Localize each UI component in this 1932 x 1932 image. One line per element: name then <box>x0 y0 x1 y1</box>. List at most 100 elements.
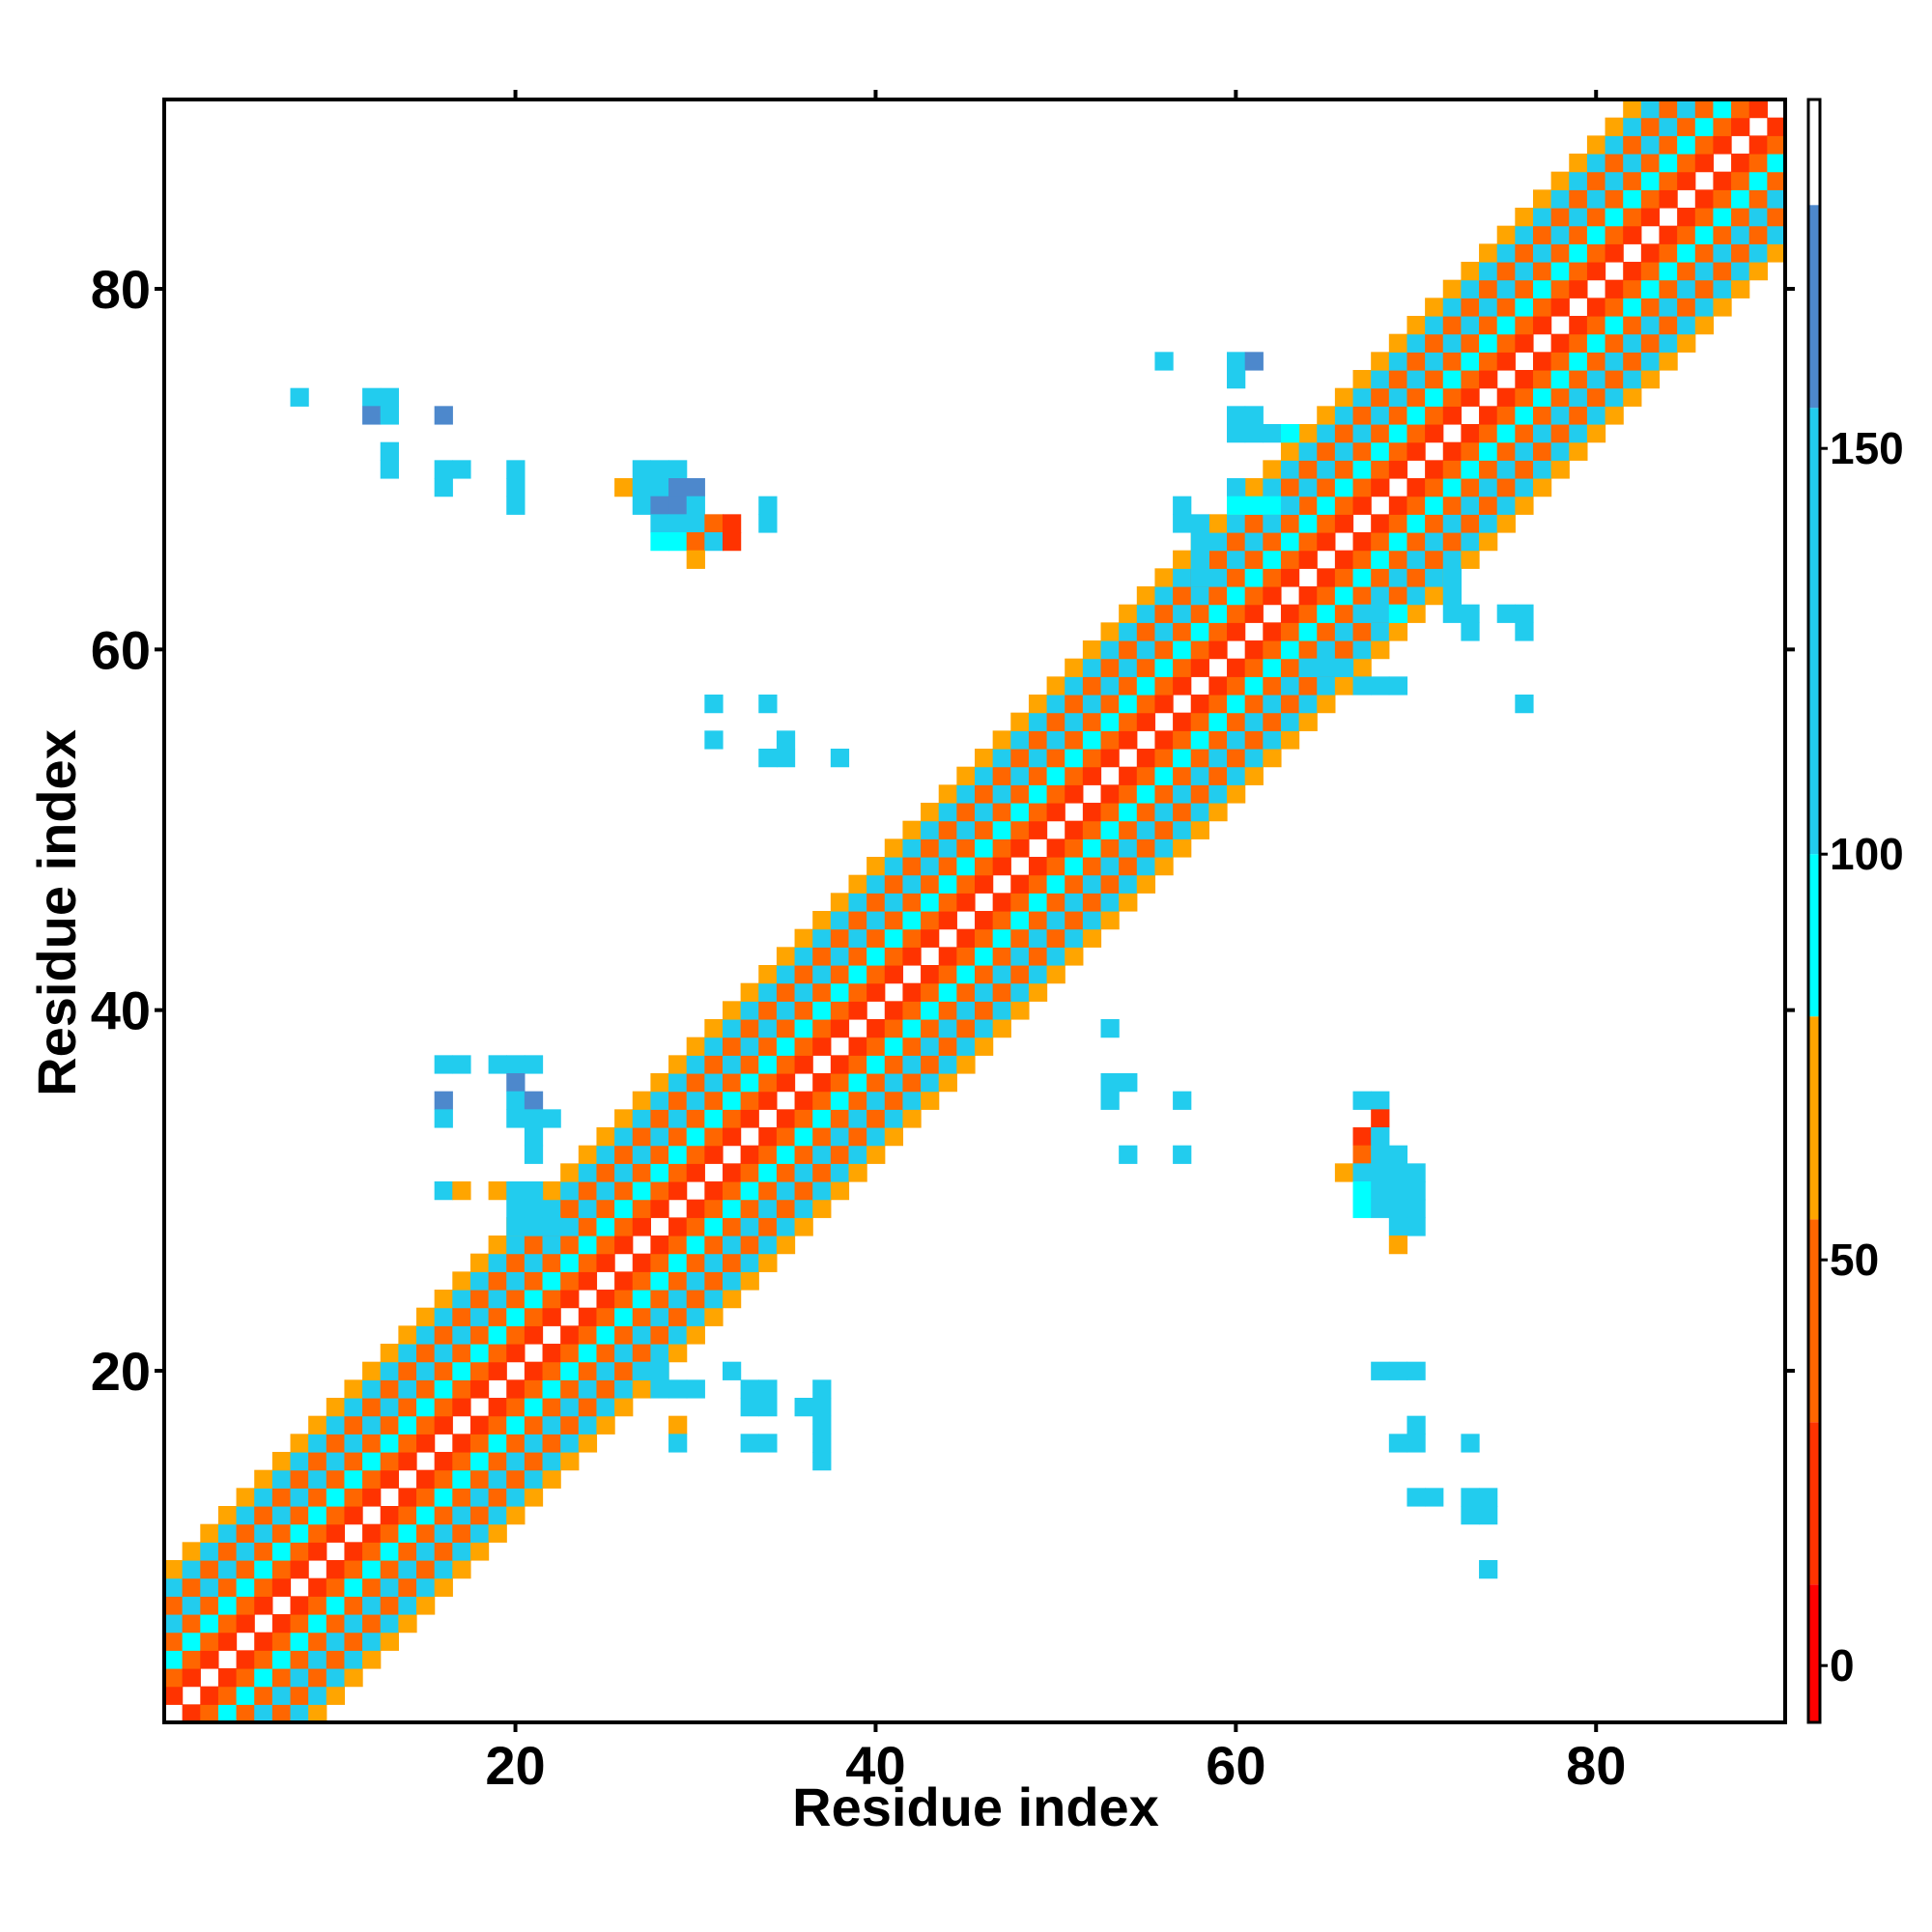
heatmap-cell <box>1748 262 1768 281</box>
heatmap-cell <box>380 1560 399 1579</box>
heatmap-cell <box>704 514 724 533</box>
heatmap-cell <box>1173 496 1192 515</box>
heatmap-cell <box>1388 1199 1408 1218</box>
heatmap-cell <box>650 478 669 497</box>
heatmap-cell <box>956 947 976 966</box>
heatmap-cell <box>308 1488 327 1507</box>
heatmap-cell <box>884 893 904 912</box>
heatmap-cell <box>1173 712 1192 731</box>
heatmap-cell <box>867 893 886 912</box>
heatmap-cell <box>1298 640 1318 660</box>
heatmap-cell <box>308 1668 327 1688</box>
heatmap-cell <box>1406 1434 1426 1453</box>
heatmap-cell <box>722 1236 742 1255</box>
heatmap-cell <box>1298 658 1318 677</box>
heatmap-cell <box>1586 370 1606 389</box>
heatmap-cell <box>1425 460 1444 479</box>
heatmap-cell <box>848 911 867 930</box>
heatmap-cell <box>1371 370 1390 389</box>
heatmap-cell <box>164 1668 184 1688</box>
heatmap-cell <box>1317 568 1336 587</box>
heatmap-cell <box>1677 225 1696 244</box>
heatmap-cell <box>524 1361 544 1380</box>
heatmap-cell <box>830 749 850 768</box>
heatmap-cell <box>1100 803 1120 822</box>
heatmap-cell <box>740 1236 759 1255</box>
heatmap-cell <box>560 1452 580 1471</box>
heatmap-cell <box>236 1614 255 1634</box>
heatmap-cell <box>1677 243 1696 263</box>
heatmap-cell <box>362 387 382 407</box>
heatmap-cell <box>326 1523 346 1543</box>
heatmap-cell <box>434 1469 453 1489</box>
heatmap-cell <box>1569 370 1588 389</box>
heatmap-cell <box>632 1344 651 1363</box>
heatmap-cell <box>794 982 813 1002</box>
heatmap-cell <box>632 1109 651 1128</box>
heatmap-cell <box>488 1325 507 1345</box>
heatmap-cell <box>506 460 526 479</box>
heatmap-cell <box>1767 225 1786 244</box>
heatmap-cell <box>1496 243 1516 263</box>
heatmap-cell <box>1605 243 1624 263</box>
heatmap-cell <box>1154 640 1174 660</box>
heatmap-cell <box>1406 352 1426 371</box>
heatmap-cell <box>578 1163 598 1182</box>
heatmap-cell <box>1640 316 1661 335</box>
heatmap-cell <box>506 1469 526 1489</box>
heatmap-cell <box>1406 387 1426 407</box>
heatmap-cell <box>1136 766 1156 785</box>
heatmap-cell <box>1479 370 1498 389</box>
heatmap-cell <box>1461 352 1480 371</box>
heatmap-cell <box>1065 820 1084 839</box>
heatmap-cell <box>217 1560 238 1579</box>
heatmap-cell <box>344 1506 363 1525</box>
heatmap-cell <box>1694 225 1715 244</box>
heatmap-cell <box>182 1560 201 1579</box>
heatmap-cell <box>722 1217 742 1236</box>
heatmap-cell <box>236 1488 255 1507</box>
heatmap-cell <box>1173 676 1192 696</box>
heatmap-cell <box>1227 766 1246 785</box>
heatmap-cell <box>1065 874 1084 894</box>
heatmap-cell <box>758 1236 778 1255</box>
heatmap-cell <box>380 406 399 425</box>
heatmap-cell <box>362 1398 382 1417</box>
heatmap-cell <box>308 1596 327 1615</box>
heatmap-cell <box>1227 784 1246 804</box>
heatmap-cell <box>956 1019 976 1038</box>
heatmap-cell <box>758 695 778 714</box>
heatmap-cell <box>1173 838 1192 858</box>
heatmap-cell <box>434 1577 453 1597</box>
heatmap-cell <box>380 1596 399 1615</box>
heatmap-cell <box>578 1361 598 1380</box>
heatmap-cell <box>1713 208 1732 227</box>
heatmap-cell <box>1442 568 1462 587</box>
heatmap-cell <box>668 1325 688 1345</box>
heatmap-cell <box>668 1290 688 1309</box>
heatmap-cell <box>578 1379 598 1399</box>
heatmap-cell <box>686 1055 705 1074</box>
heatmap-cell <box>1748 225 1768 244</box>
heatmap-cell <box>1479 1506 1498 1525</box>
heatmap-cell <box>452 1560 471 1579</box>
x-axis-ticks: 20 40 60 80 <box>485 90 1626 1796</box>
heatmap-cell <box>632 460 651 479</box>
heatmap-cell <box>776 1055 796 1074</box>
heatmap-cell <box>1244 695 1264 714</box>
heatmap-cell <box>416 1523 436 1543</box>
heatmap-cell <box>452 1325 471 1345</box>
heatmap-cell <box>1244 749 1264 768</box>
heatmap-cell <box>1154 784 1174 804</box>
heatmap-cell <box>236 1686 255 1705</box>
heatmap-cell <box>1065 712 1084 731</box>
heatmap-cell <box>1659 117 1678 136</box>
heatmap-cell <box>506 1073 526 1093</box>
heatmap-cell <box>1046 965 1065 984</box>
heatmap-cell <box>1388 532 1408 552</box>
heatmap-cell <box>1640 99 1661 119</box>
heatmap-cell <box>1713 171 1732 190</box>
heatmap-cell <box>794 1055 813 1074</box>
heatmap-cell <box>1406 333 1426 353</box>
heatmap-cell <box>1352 387 1372 407</box>
